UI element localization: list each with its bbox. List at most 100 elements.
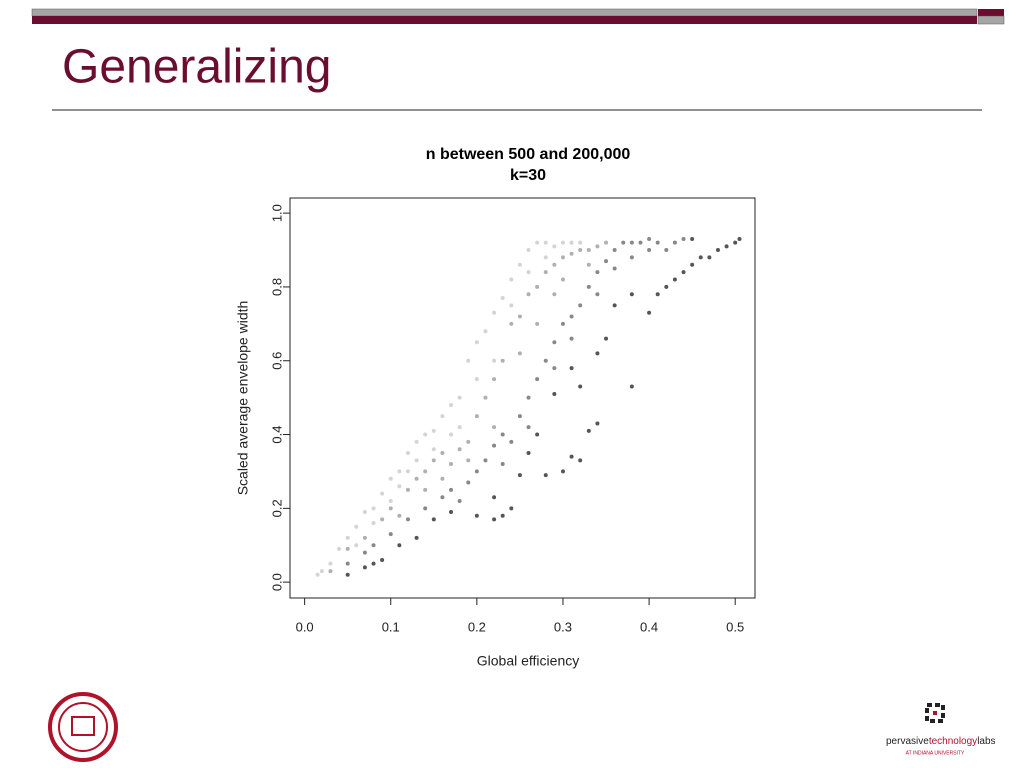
point	[423, 432, 428, 437]
point	[431, 458, 436, 463]
point	[543, 255, 548, 260]
point	[457, 447, 462, 452]
y-tick-label: 0.2	[269, 499, 284, 517]
point	[526, 292, 531, 297]
y-tick-label: 0.6	[269, 352, 284, 370]
point	[380, 557, 385, 562]
point	[474, 469, 479, 474]
point	[664, 284, 669, 289]
point	[414, 535, 419, 540]
point	[380, 491, 385, 496]
point	[405, 487, 410, 492]
point	[535, 377, 540, 382]
x-tick-label: 0.4	[640, 619, 658, 634]
point	[595, 421, 600, 426]
point	[552, 292, 557, 297]
y-axis-title: Scaled average envelope width	[235, 301, 251, 496]
point	[509, 321, 514, 326]
point	[405, 469, 410, 474]
point	[664, 248, 669, 253]
point	[492, 517, 497, 522]
point	[517, 262, 522, 267]
point	[552, 244, 557, 249]
lab-icon	[925, 703, 945, 723]
x-tick-label: 0.0	[296, 619, 314, 634]
point	[500, 462, 505, 467]
corner-square	[978, 9, 1004, 16]
point	[569, 336, 574, 341]
point	[552, 340, 557, 345]
point	[569, 454, 574, 459]
top-bar-gray	[31, 8, 978, 17]
point	[578, 240, 583, 245]
point	[612, 266, 617, 271]
point	[328, 561, 333, 566]
point	[449, 462, 454, 467]
chart-subtitle: k=30	[510, 167, 546, 184]
point	[578, 248, 583, 253]
point	[526, 425, 531, 430]
point	[737, 236, 742, 241]
x-tick-label: 0.3	[554, 619, 572, 634]
point	[449, 403, 454, 408]
point	[560, 277, 565, 282]
point	[586, 262, 591, 267]
point	[595, 244, 600, 249]
point	[449, 510, 454, 515]
point	[517, 314, 522, 319]
point	[612, 248, 617, 253]
y-tick-label: 0.0	[269, 573, 284, 591]
point	[388, 498, 393, 503]
point	[526, 395, 531, 400]
point	[509, 439, 514, 444]
point	[483, 395, 488, 400]
point	[517, 473, 522, 478]
point	[629, 384, 634, 389]
point	[526, 248, 531, 253]
point	[492, 443, 497, 448]
point	[543, 240, 548, 245]
point	[612, 303, 617, 308]
point	[569, 314, 574, 319]
point	[431, 517, 436, 522]
point	[552, 366, 557, 371]
point	[440, 450, 445, 455]
point	[405, 517, 410, 522]
point	[707, 255, 712, 260]
point	[604, 240, 609, 245]
point	[698, 255, 703, 260]
point	[397, 513, 402, 518]
point	[397, 484, 402, 489]
point	[560, 469, 565, 474]
point	[647, 236, 652, 241]
point	[681, 270, 686, 275]
seal-inner	[58, 702, 108, 752]
point	[672, 240, 677, 245]
point	[509, 303, 514, 308]
point	[526, 270, 531, 275]
point	[586, 248, 591, 253]
point	[492, 425, 497, 430]
point	[319, 569, 324, 574]
point	[733, 240, 738, 245]
point	[715, 248, 720, 253]
point	[552, 391, 557, 396]
point	[362, 550, 367, 555]
point	[440, 414, 445, 419]
point	[681, 236, 686, 241]
x-tick-label: 0.2	[468, 619, 486, 634]
point	[388, 506, 393, 511]
point	[492, 310, 497, 315]
point	[535, 240, 540, 245]
point	[500, 358, 505, 363]
point	[345, 561, 350, 566]
point	[388, 532, 393, 537]
point	[655, 292, 660, 297]
point	[371, 506, 376, 511]
point	[595, 292, 600, 297]
point	[578, 303, 583, 308]
point	[492, 358, 497, 363]
point	[690, 262, 695, 267]
point	[315, 572, 320, 577]
point	[500, 513, 505, 518]
